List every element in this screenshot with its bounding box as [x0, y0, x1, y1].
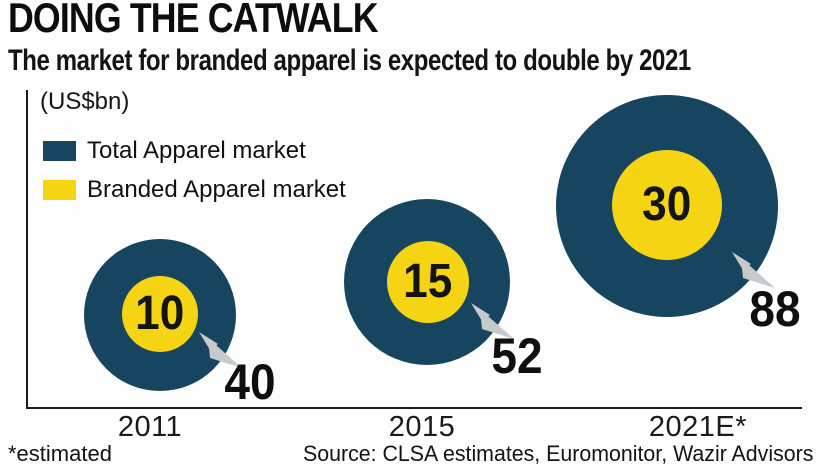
- legend-item-total: Total Apparel market: [43, 137, 346, 165]
- y-axis-line: [26, 90, 28, 408]
- arrow-icon: [199, 332, 242, 368]
- arrow-icon: [732, 252, 775, 288]
- x-tick-2015: 2015: [388, 411, 456, 443]
- x-tick-2011: 2011: [117, 411, 183, 443]
- legend-label-total: Total Apparel market: [87, 137, 306, 164]
- legend-swatch-total-icon: [43, 141, 76, 161]
- estimated-footnote: *estimated: [8, 441, 112, 465]
- unit-label: (US$bn): [40, 88, 130, 115]
- x-tick-2021: 2021E*: [648, 411, 748, 443]
- total-value-2011: 40: [224, 354, 276, 410]
- branded-market-circle-2015: 15: [387, 241, 469, 323]
- legend-item-branded: Branded Apparel market: [43, 176, 346, 204]
- branded-market-circle-2011: 10: [122, 276, 198, 352]
- total-value-2021: 88: [749, 281, 801, 337]
- legend-label-branded: Branded Apparel market: [87, 176, 346, 203]
- arrow-icon: [471, 303, 514, 339]
- page-title: DOING THE CATWALK: [8, 0, 378, 41]
- branded-market-circle-2021: 30: [612, 150, 722, 260]
- legend: Total Apparel market Branded Apparel mar…: [43, 137, 346, 215]
- branded-value-2015: 15: [403, 255, 453, 308]
- legend-swatch-branded-icon: [43, 180, 76, 200]
- total-value-2015: 52: [491, 328, 543, 384]
- x-axis-line: [26, 407, 802, 409]
- branded-value-2011: 10: [135, 287, 185, 340]
- branded-value-2021: 30: [642, 178, 692, 231]
- source-credit: Source: CLSA estimates, Euromonitor, Waz…: [303, 441, 814, 465]
- page-subtitle: The market for branded apparel is expect…: [8, 44, 691, 77]
